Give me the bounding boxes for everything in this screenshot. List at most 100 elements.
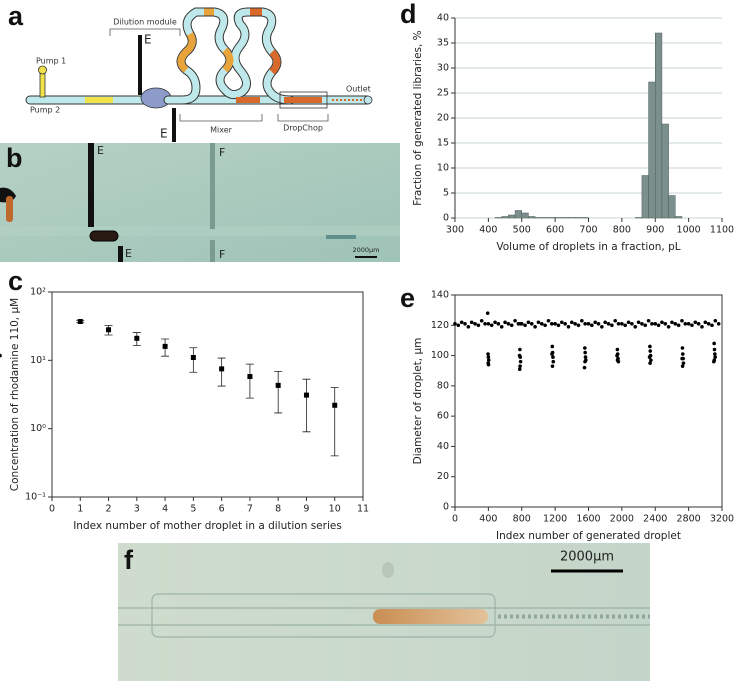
label: E xyxy=(144,33,152,47)
marker xyxy=(486,362,491,367)
panel-a: a Dilution module E Pump 1 Pump 2 Outlet… xyxy=(8,1,373,142)
marker xyxy=(670,320,674,325)
marker xyxy=(536,320,541,325)
bar xyxy=(514,210,523,219)
x-axis-label: Index number of generated droplet xyxy=(496,530,681,542)
marker xyxy=(219,366,225,372)
marker xyxy=(576,323,581,328)
panel-f: f 2000µm xyxy=(118,543,650,681)
droplet xyxy=(89,230,119,242)
marker xyxy=(517,367,522,372)
y-tick-label: 40 xyxy=(437,13,449,24)
marker xyxy=(518,359,523,364)
y-tick-label: 35 xyxy=(437,38,449,49)
marker xyxy=(676,323,681,328)
x-axis-label: Index number of mother droplet in a dilu… xyxy=(73,520,342,532)
marker xyxy=(600,325,604,329)
marker xyxy=(620,321,624,326)
marker xyxy=(479,318,484,323)
bar xyxy=(508,214,516,219)
y-tick-label: 20 xyxy=(437,471,449,482)
marker xyxy=(463,321,467,326)
x-tick-label: 4 xyxy=(162,504,168,515)
marker xyxy=(703,320,708,325)
micrograph xyxy=(0,143,400,262)
marker xyxy=(686,321,691,326)
marker xyxy=(275,382,281,388)
marker xyxy=(513,318,517,323)
marker xyxy=(650,321,654,326)
marker xyxy=(630,321,634,326)
marker xyxy=(583,355,588,359)
x-tick-label: 1 xyxy=(77,504,83,515)
y-tick-label: 140 xyxy=(431,290,449,301)
label: E xyxy=(160,127,168,141)
marker xyxy=(503,320,507,325)
marker xyxy=(673,321,678,326)
x-tick-label: 1100 xyxy=(710,225,734,236)
y-tick-label: 60 xyxy=(437,411,449,422)
x-tick-label: 9 xyxy=(303,504,309,515)
marker xyxy=(648,361,652,365)
marker xyxy=(700,325,704,329)
bracket xyxy=(179,114,263,122)
marker xyxy=(551,359,556,364)
marker xyxy=(466,325,471,329)
marker xyxy=(77,319,83,325)
plot-frame xyxy=(51,291,364,498)
marker xyxy=(486,355,491,359)
droplet xyxy=(177,32,196,73)
marker xyxy=(523,323,527,328)
marker xyxy=(456,323,461,328)
scale-label: 2000µm xyxy=(352,246,379,254)
marker xyxy=(518,347,522,352)
bar xyxy=(494,217,502,219)
y-tick-label: 10² xyxy=(30,287,46,298)
section-line xyxy=(118,246,123,262)
marker xyxy=(473,321,477,326)
marker xyxy=(529,321,534,326)
marker xyxy=(106,327,112,333)
marker xyxy=(610,323,614,328)
x-tick-label: 1200 xyxy=(543,514,567,525)
marker xyxy=(683,321,688,326)
y-tick-label: 100 xyxy=(431,350,449,361)
section-line xyxy=(138,35,142,95)
y-axis-label: Fraction of generated libraries, % xyxy=(412,30,424,205)
y-tick-label: 10 xyxy=(437,163,449,174)
marker xyxy=(713,352,717,356)
label: Dilution module xyxy=(113,18,177,27)
x-tick-label: 700 xyxy=(579,225,597,236)
marker xyxy=(583,350,587,355)
pump-1-port xyxy=(38,65,47,75)
marker xyxy=(0,353,2,358)
dropchop-chamber xyxy=(151,593,496,638)
marker xyxy=(712,347,717,352)
marker xyxy=(486,352,490,356)
marker xyxy=(526,320,531,325)
bar xyxy=(541,217,549,219)
marker xyxy=(493,320,497,325)
bar xyxy=(675,216,683,219)
marker xyxy=(543,323,547,328)
label: F xyxy=(219,248,225,261)
marker xyxy=(560,320,564,325)
marker xyxy=(496,321,501,326)
x-tick-label: 400 xyxy=(479,225,497,236)
y-tick-label: 10¹ xyxy=(30,355,46,366)
marker xyxy=(580,318,584,323)
x-tick-label: 0 xyxy=(452,514,458,525)
debris xyxy=(382,562,394,578)
marker xyxy=(533,325,537,329)
x-tick-label: 6 xyxy=(219,504,225,515)
droplet xyxy=(269,49,281,75)
bar xyxy=(534,217,543,219)
marker xyxy=(681,361,686,365)
marker xyxy=(553,321,557,326)
marker xyxy=(680,364,685,368)
bar xyxy=(554,217,563,219)
x-tick-label: 2 xyxy=(106,504,112,515)
x-tick-label: 600 xyxy=(546,225,564,236)
marker xyxy=(648,353,653,358)
